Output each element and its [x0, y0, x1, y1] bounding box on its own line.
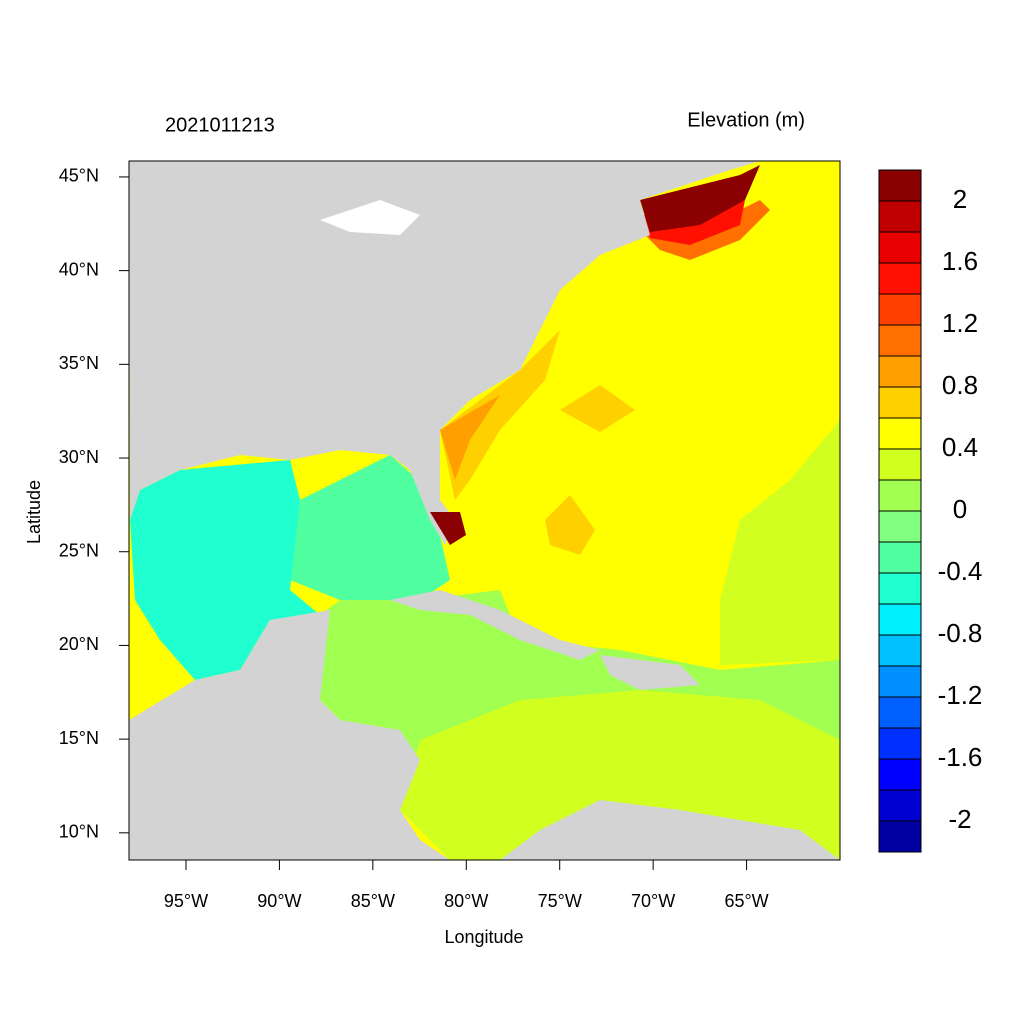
field-region	[130, 460, 320, 680]
map-title: 2021011213	[165, 114, 275, 136]
colorbar-tick-label: 1.2	[942, 308, 978, 338]
field-region	[440, 395, 500, 480]
field-region	[545, 495, 595, 555]
lake	[320, 200, 420, 235]
y-tick-label: 35°N	[59, 353, 99, 373]
colorbar-box	[878, 417, 922, 450]
colorbar-box	[878, 758, 922, 791]
colorbar-box	[878, 665, 922, 698]
colorbar-box	[878, 541, 922, 574]
colorbar-tick-label: -1.2	[938, 680, 983, 710]
field-region	[720, 420, 840, 665]
land	[500, 800, 840, 860]
field-region	[440, 330, 560, 500]
colorbar-box	[878, 355, 922, 388]
y-tick-label: 45°N	[59, 166, 99, 186]
colorbar-tick-label: 2	[953, 184, 967, 214]
colorbar-box	[878, 820, 922, 853]
colorbar-tick-label: 1.6	[942, 246, 978, 276]
field-region	[560, 385, 635, 432]
y-tick-label: 40°N	[59, 259, 99, 279]
colorbar-tick-label: 0.8	[942, 370, 978, 400]
field-region	[430, 512, 466, 545]
land	[390, 590, 600, 660]
colorbar-box	[878, 448, 922, 481]
field-region	[640, 165, 760, 232]
y-tick-label: 25°N	[59, 540, 99, 560]
y-tick-label: 20°N	[59, 634, 99, 654]
x-tick-label: 90°W	[257, 891, 301, 911]
colorbar-box	[878, 169, 922, 202]
colorbar-box	[878, 262, 922, 295]
colorbar-tick-label: 0.4	[942, 432, 978, 462]
land	[600, 655, 700, 690]
field-region	[290, 455, 450, 600]
variable-title: Elevation (m)	[687, 109, 805, 131]
colorbar-box	[878, 231, 922, 264]
x-tick-label: 80°W	[444, 891, 488, 911]
map-frame	[128, 160, 841, 861]
colorbar-box	[878, 510, 922, 543]
y-tick-label: 15°N	[59, 728, 99, 748]
colorbar-tick-label: -0.8	[938, 618, 983, 648]
colorbar-box	[878, 324, 922, 357]
y-tick-label: 30°N	[59, 447, 99, 467]
colorbar-box	[878, 789, 922, 822]
land	[129, 161, 760, 545]
y-tick-label: 10°N	[59, 822, 99, 842]
colorbar-box	[878, 200, 922, 233]
colorbar-tick-label: -1.6	[938, 742, 983, 772]
x-tick-label: 70°W	[631, 891, 675, 911]
colorbar-box	[878, 386, 922, 419]
colorbar-box	[878, 479, 922, 512]
colorbar-tick-label: -2	[948, 804, 971, 834]
x-axis-label: Longitude	[444, 927, 523, 947]
x-tick-label: 85°W	[351, 891, 395, 911]
land	[129, 610, 450, 860]
colorbar-tick-label: -0.4	[938, 556, 983, 586]
field-region	[400, 690, 840, 860]
colorbar-box	[878, 572, 922, 605]
colorbar-box	[878, 634, 922, 667]
map-field	[129, 161, 840, 860]
x-tick-label: 75°W	[538, 891, 582, 911]
colorbar-tick-label: 0	[953, 494, 967, 524]
colorbar-box	[878, 293, 922, 326]
x-tick-label: 65°W	[724, 891, 768, 911]
x-tick-label: 95°W	[164, 891, 208, 911]
colorbar-box	[878, 727, 922, 760]
colorbar-box	[878, 696, 922, 729]
y-axis-label: Latitude	[24, 480, 44, 544]
colorbar-box	[878, 603, 922, 636]
